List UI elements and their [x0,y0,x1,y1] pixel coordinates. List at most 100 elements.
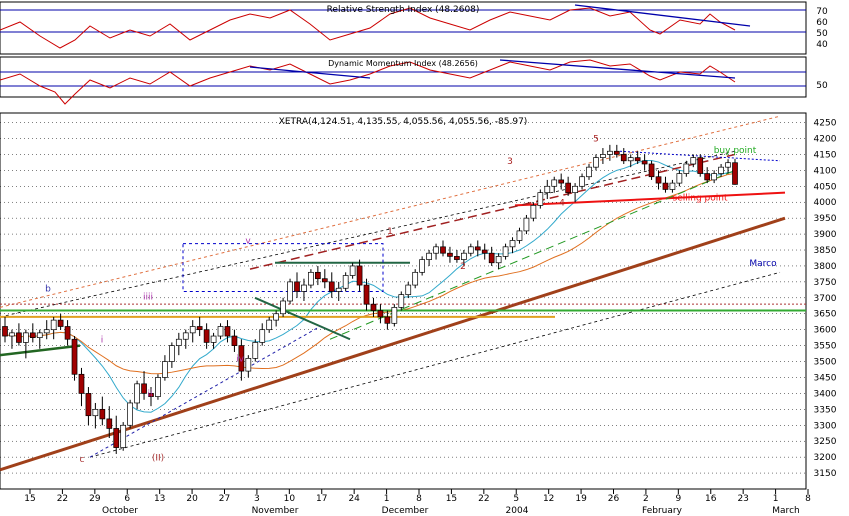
candle-up [467,246,474,254]
candle-down [315,271,321,280]
candle-down [85,393,92,417]
dmi-title: Dynamic Momentum Index (48.2656) [328,59,478,68]
annotation-label: Marco [749,259,777,269]
candle-up [516,230,523,241]
rsi-trendline [574,4,751,27]
x-tick-label: 8 [416,494,422,504]
price-tick-label: 3450 [814,373,837,383]
x-tick-label: 23 [737,494,748,504]
price-tick-label: 3750 [814,278,837,288]
x-month-label: November [252,506,299,516]
x-tick-label: 26 [608,494,620,504]
annotation-label: 1 [387,227,393,237]
candle-up [335,287,342,292]
x-axis-months: October November December 2004 February March [102,506,800,516]
price-tick-label: 3700 [814,294,837,304]
candle-up [530,205,537,219]
candle-up [50,319,57,331]
x-axis-ticks: 15 22 29 6 13 20 27 3 10 17 24 1 8 15 22 5 12 19 26 2 9 16 23 1… [24,489,811,504]
dmi-trendline [249,66,371,79]
rsi-title: Relative Strength Index (48.2608) [327,5,480,15]
x-tick-label: 22 [478,494,489,504]
x-month-label: October [102,506,138,516]
dmi-tick-50: 50 [816,81,828,91]
x-tick-label: 6 [124,494,130,504]
x-tick-label: 20 [186,494,198,504]
candle-up [175,338,182,346]
candle-down [634,157,641,162]
x-tick-label: 15 [446,494,457,504]
candle-down [356,265,363,286]
candle-up [405,284,412,295]
candle-down [481,249,488,254]
candle-down [370,303,377,311]
annotation-label: 2 [460,262,466,272]
candle-up [544,185,551,194]
x-tick-label: 27 [219,494,230,504]
price-tick-label: 3150 [814,469,837,479]
candle-down [2,326,8,337]
wedge-line [254,296,351,341]
x-tick-label: 8 [805,494,811,504]
candle-up [280,300,286,315]
candle-down [697,157,704,174]
price-tick-label: 3300 [814,421,837,431]
annotation-label: 3 [507,157,513,167]
x-tick-label: 9 [675,494,681,504]
candle-up [308,271,314,286]
candle-down [57,319,64,327]
candle-down [377,310,384,318]
rsi-line [0,7,736,49]
price-tick-label: 3800 [814,262,837,272]
x-tick-label: 13 [154,494,165,504]
candle-down [454,256,460,260]
candle-down [440,246,446,254]
candle-down [641,160,648,165]
x-tick-label: 15 [24,494,35,504]
candle-up [600,154,606,158]
candle-up [426,252,432,260]
candle-down [662,182,669,190]
candle-down [565,182,571,194]
candle-down [321,278,328,283]
x-tick-label: 29 [89,494,101,504]
candle-up [412,271,419,286]
ohlc-label: XETRA(4,124.51, 4,135.55, 4,055.56, 4,05… [279,117,528,127]
candle-down [294,281,300,292]
candle-down [384,316,391,324]
price-tick-label: 3650 [814,310,837,320]
candle-down [648,163,655,178]
wave-guide-line [89,326,321,458]
x-tick-label: 17 [316,494,327,504]
candle-up [162,361,168,378]
primary-trendline [0,216,786,472]
candle-down [196,326,203,331]
candle-up [586,166,592,178]
candle-up [711,173,717,181]
rsi-panel-frame [0,1,807,55]
candle-down [363,284,370,305]
selling-line [514,191,786,207]
candle-up [725,162,731,168]
candle-up [502,246,509,257]
x-axis: 15 22 29 6 13 20 27 3 10 17 24 1 8 15 22 5 12 19 26 2 9 16 23 1… [0,488,811,516]
annotation-label: (II) [152,453,164,463]
lower-channel-line [89,271,781,458]
candle-down [29,332,36,338]
candle-down [71,338,78,375]
price-tick-label: 3600 [814,326,837,336]
candle-down [78,373,85,394]
candle-down [16,332,22,343]
x-month-label: March [772,506,799,516]
x-month-label: February [642,506,683,516]
candle-down [99,408,106,420]
candle-up [627,157,634,162]
x-tick-label: 12 [543,494,554,504]
candle-down [488,252,495,264]
candles [2,144,738,454]
candle-up [509,240,516,248]
annotation-label: b [45,284,51,294]
candle-up [419,259,425,273]
price-tick-label: 4100 [814,166,837,176]
candle-up [134,383,140,404]
